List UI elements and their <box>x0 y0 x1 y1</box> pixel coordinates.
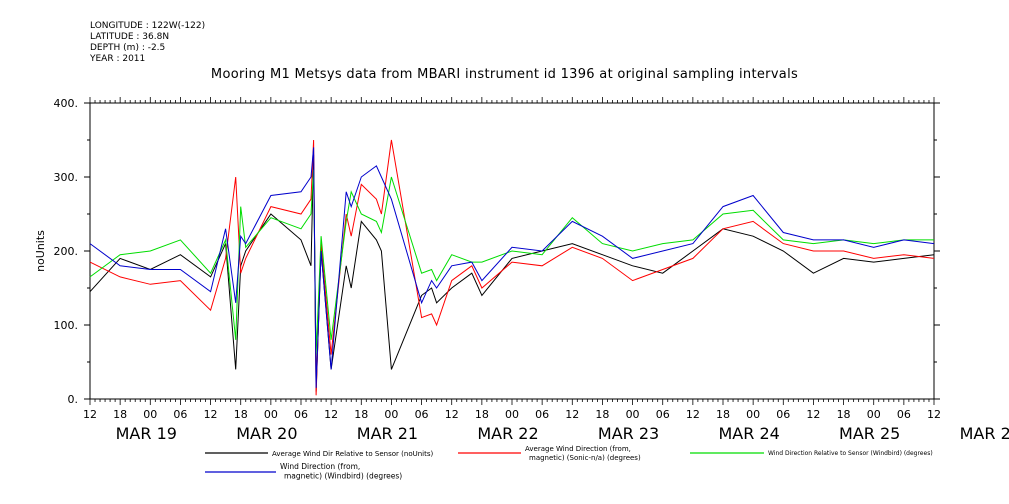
x-hour-label: 12 <box>83 408 97 421</box>
longitude-label: LONGITUDE : 122W(-122) <box>90 21 206 31</box>
x-hour-label: 18 <box>354 408 368 421</box>
x-hour-label: 18 <box>113 408 127 421</box>
year-label: YEAR : 2011 <box>90 54 146 64</box>
x-date-label: MAR 26 <box>960 424 1009 443</box>
x-date-label: MAR 23 <box>598 424 659 443</box>
legend-label: Average Wind Dir Relative to Sensor (noU… <box>272 450 433 458</box>
x-hour-label: 18 <box>716 408 730 421</box>
x-hour-label: 00 <box>626 408 640 421</box>
x-hour-label: 12 <box>324 408 338 421</box>
x-hour-label: 00 <box>384 408 398 421</box>
x-hour-label: 00 <box>505 408 519 421</box>
x-hour-label: 00 <box>746 408 760 421</box>
x-date-label: MAR 19 <box>116 424 177 443</box>
x-hour-label: 18 <box>595 408 609 421</box>
x-hour-label: 06 <box>173 408 187 421</box>
x-hour-label: 00 <box>867 408 881 421</box>
series-line-1 <box>89 139 935 396</box>
legend-label: Wind Direction (from, magnetic) (Windbird… <box>280 462 402 481</box>
legend-label: Wind Direction Relative to Sensor (Windb… <box>768 450 933 457</box>
series-line-2 <box>89 169 934 355</box>
x-hour-label: 12 <box>686 408 700 421</box>
depth-label: DEPTH (m) : -2.5 <box>90 43 166 53</box>
x-hour-label: 06 <box>776 408 790 421</box>
y-tick-label: 300. <box>54 171 79 184</box>
chart-title: Mooring M1 Metsys data from MBARI instru… <box>210 67 799 82</box>
x-hour-label: 12 <box>927 408 941 421</box>
x-hour-label: 12 <box>565 408 579 421</box>
x-date-label: MAR 21 <box>357 424 418 443</box>
x-hour-label: 06 <box>535 408 549 421</box>
x-hour-label: 00 <box>264 408 278 421</box>
x-hour-label: 06 <box>294 408 308 421</box>
x-hour-label: 06 <box>897 408 911 421</box>
series-line-3 <box>89 147 935 388</box>
x-hour-label: 18 <box>837 408 851 421</box>
y-tick-label: 400. <box>54 97 79 110</box>
y-tick-label: 0. <box>68 393 79 406</box>
x-hour-label: 12 <box>204 408 218 421</box>
header-metadata: LONGITUDE : 122W(-122) LATITUDE : 36.8N … <box>90 21 205 65</box>
x-hour-label: 12 <box>806 408 820 421</box>
x-hour-label: 06 <box>415 408 429 421</box>
x-hour-label: 18 <box>234 408 248 421</box>
y-tick-label: 200. <box>54 245 79 258</box>
latitude-label: LATITUDE : 36.8N <box>90 32 170 42</box>
x-date-label: MAR 22 <box>477 424 538 443</box>
legend-label: Average Wind Direction (from, magnetic) (… <box>525 445 641 462</box>
x-date-label: MAR 24 <box>718 424 779 443</box>
x-hour-label: 12 <box>445 408 459 421</box>
y-axis-label: noUnits <box>34 230 47 272</box>
y-tick-label: 100. <box>54 319 79 332</box>
x-hour-label: 00 <box>143 408 157 421</box>
x-date-label: MAR 20 <box>236 424 297 443</box>
x-hour-label: 06 <box>656 408 670 421</box>
x-date-label: MAR 25 <box>839 424 900 443</box>
series-line-0 <box>89 154 935 392</box>
x-hour-label: 18 <box>475 408 489 421</box>
